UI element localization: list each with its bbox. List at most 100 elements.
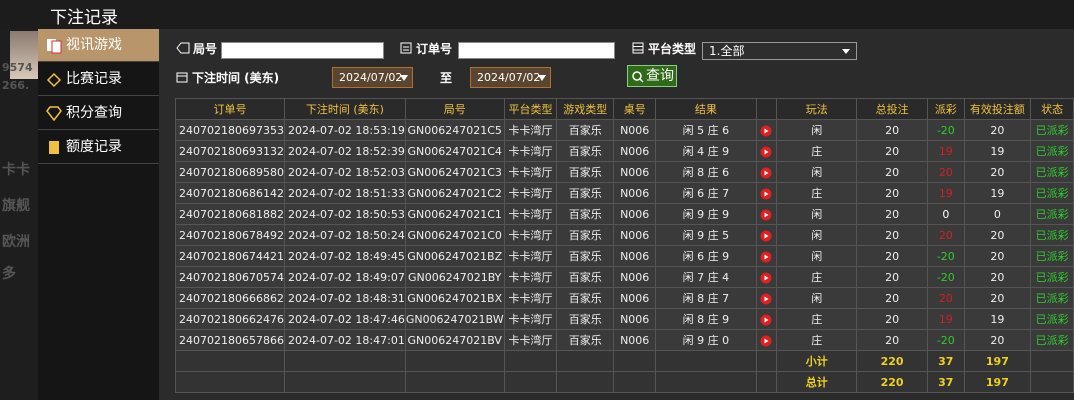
cell: 240702180693132 bbox=[175, 140, 285, 162]
cell: 卡卡湾厅 bbox=[503, 140, 558, 162]
cell: 20 bbox=[963, 161, 1032, 183]
platform-select[interactable]: 1.全部 bbox=[702, 42, 857, 60]
search-text: 查询 bbox=[646, 68, 674, 84]
time-label: 下注时间 (美东) bbox=[192, 71, 280, 85]
replay-cell bbox=[755, 203, 778, 225]
cell: 19 bbox=[963, 140, 1032, 162]
cell: 已派彩 bbox=[1030, 182, 1074, 204]
bet-row: 240702180670574 2024-07-02 18:49:07 GN0062… bbox=[175, 266, 1074, 288]
cell: N006 bbox=[613, 287, 657, 309]
cell bbox=[283, 350, 406, 372]
cell: 闲 bbox=[776, 287, 858, 309]
bet-row: 240702180689580 2024-07-02 18:52:03 GN0062… bbox=[175, 161, 1074, 183]
column-header: 平台类型 bbox=[503, 98, 558, 120]
sum-value: 37 bbox=[927, 371, 965, 393]
replay-icon[interactable] bbox=[760, 167, 772, 179]
bet-row: 240702180678492 2024-07-02 18:50:24 GN0062… bbox=[175, 224, 1074, 246]
order-input[interactable] bbox=[458, 42, 615, 59]
cell: 卡卡湾厅 bbox=[503, 119, 558, 141]
cell bbox=[175, 350, 285, 372]
replay-icon[interactable] bbox=[760, 251, 772, 263]
cell: N006 bbox=[613, 245, 657, 267]
bet-table: 订单号 下注时间 (美东) 局号 平台类型 游戏类型 桌号 结果 玩法 总投注 派彩 有效投注额 状态… bbox=[175, 98, 1074, 393]
cell: 2024-07-02 18:48:31 bbox=[283, 287, 406, 309]
sum-value: 220 bbox=[856, 371, 929, 393]
column-header: 游戏类型 bbox=[556, 98, 615, 120]
cell: 19 bbox=[927, 182, 965, 204]
cell: 2024-07-02 18:50:53 bbox=[283, 203, 406, 225]
replay-icon[interactable] bbox=[760, 209, 772, 221]
bet-row: 240702180697353 2024-07-02 18:53:19 GN0062… bbox=[175, 119, 1074, 141]
replay-icon[interactable] bbox=[760, 125, 772, 137]
cell: 已派彩 bbox=[1030, 161, 1074, 183]
cell: 2024-07-02 18:52:03 bbox=[283, 161, 406, 183]
cell: 卡卡湾厅 bbox=[503, 329, 558, 351]
bet-row: 240702180666862 2024-07-02 18:48:31 GN0062… bbox=[175, 287, 1074, 309]
cell: -20 bbox=[927, 119, 965, 141]
replay-icon[interactable] bbox=[760, 335, 772, 347]
replay-icon[interactable] bbox=[760, 314, 772, 326]
platform-label: 平台类型 bbox=[648, 42, 697, 56]
cell: 20 bbox=[856, 224, 929, 246]
bet-row: 240702180693132 2024-07-02 18:52:39 GN0062… bbox=[175, 140, 1074, 162]
cell: 卡卡湾厅 bbox=[503, 182, 558, 204]
menu-item[interactable]: 视讯游戏 bbox=[38, 29, 159, 62]
column-header: 状态 bbox=[1030, 98, 1074, 120]
date-from-value: 2024/07/02 bbox=[339, 71, 403, 84]
replay-icon[interactable] bbox=[760, 293, 772, 305]
cell: 240702180689580 bbox=[175, 161, 285, 183]
search-button[interactable]: 查询 bbox=[627, 65, 677, 87]
date-to[interactable]: 2024/07/02 bbox=[470, 67, 551, 88]
column-header: 结果 bbox=[655, 98, 757, 120]
cell: 2024-07-02 18:52:39 bbox=[283, 140, 406, 162]
cell: 20 bbox=[856, 308, 929, 330]
background-text: 266. bbox=[2, 79, 30, 92]
cell: 卡卡湾厅 bbox=[503, 224, 558, 246]
column-header: 订单号 bbox=[175, 98, 285, 120]
cell bbox=[283, 371, 406, 393]
cell: 闲 bbox=[776, 245, 858, 267]
cell: 庄 bbox=[776, 308, 858, 330]
cell: 20 bbox=[856, 245, 929, 267]
cell: 庄 bbox=[776, 140, 858, 162]
cell bbox=[404, 371, 505, 393]
round-input[interactable] bbox=[221, 42, 384, 59]
cell: 20 bbox=[856, 203, 929, 225]
menu-icon bbox=[46, 72, 62, 88]
cell: 240702180686142 bbox=[175, 182, 285, 204]
cell: 2024-07-02 18:50:24 bbox=[283, 224, 406, 246]
sum-value: 197 bbox=[963, 350, 1032, 372]
cell: 20 bbox=[963, 329, 1032, 351]
column-header: 有效投注额 bbox=[963, 98, 1032, 120]
menu-item[interactable]: 比赛记录 bbox=[38, 63, 159, 96]
cell: 卡卡湾厅 bbox=[503, 287, 558, 309]
cell: 庄 bbox=[776, 266, 858, 288]
cell: 20 bbox=[856, 161, 929, 183]
replay-icon[interactable] bbox=[760, 230, 772, 242]
cell: 闲 6 庄 7 bbox=[655, 182, 757, 204]
menu-label: 积分查询 bbox=[66, 105, 122, 121]
cell: 19 bbox=[927, 140, 965, 162]
cell: 2024-07-02 18:51:33 bbox=[283, 182, 406, 204]
date-from[interactable]: 2024/07/02 bbox=[332, 67, 413, 88]
bet-row: 240702180657866 2024-07-02 18:47:01 GN0062… bbox=[175, 329, 1074, 351]
cell: 20 bbox=[927, 287, 965, 309]
cell bbox=[655, 350, 757, 372]
cell: 闲 6 庄 9 bbox=[655, 245, 757, 267]
replay-icon[interactable] bbox=[760, 188, 772, 200]
cell: 240702180657866 bbox=[175, 329, 285, 351]
cell: GN006247021C0 bbox=[404, 224, 505, 246]
cell: N006 bbox=[613, 119, 657, 141]
cell: 2024-07-02 18:53:19 bbox=[283, 119, 406, 141]
sidebar: 视讯游戏 比赛记录积分查询额度记录 bbox=[38, 29, 159, 400]
replay-icon[interactable] bbox=[760, 146, 772, 158]
round-label: 局号 bbox=[193, 42, 218, 56]
replay-icon[interactable] bbox=[760, 272, 772, 284]
cell bbox=[655, 371, 757, 393]
menu-item[interactable]: 额度记录 bbox=[38, 131, 159, 164]
cell: 闲 bbox=[776, 119, 858, 141]
cell: 20 bbox=[856, 119, 929, 141]
replay-cell bbox=[755, 245, 778, 267]
background-text: 卡卡 bbox=[2, 162, 30, 178]
menu-item[interactable]: 积分查询 bbox=[38, 97, 159, 130]
